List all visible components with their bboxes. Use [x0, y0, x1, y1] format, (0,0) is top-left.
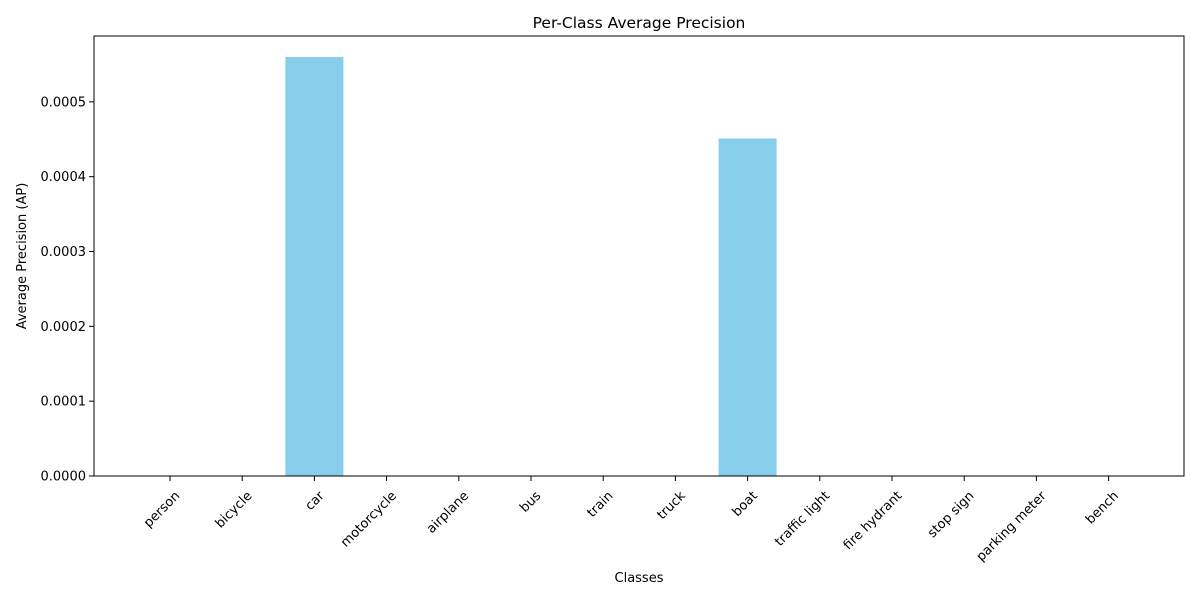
- y-tick-label: 0.0003: [41, 245, 87, 260]
- x-tick-label: car: [303, 488, 329, 514]
- x-axis-ticks: person bicycle car motorcycle airplane bus tra…: [141, 476, 1122, 565]
- x-tick-label: stop sign: [925, 489, 977, 541]
- y-axis-ticks: 0.0000 0.0001 0.0002 0.0003 0.0004 0.0005: [41, 95, 94, 485]
- x-tick-label: truck: [654, 488, 689, 523]
- x-tick-label: person: [141, 489, 183, 531]
- axes-layer: [93, 35, 1185, 477]
- bar-boat: [718, 138, 777, 476]
- plot-frame: [93, 35, 1185, 477]
- y-tick-label: 0.0002: [41, 320, 87, 335]
- x-axis-label: Classes: [615, 571, 664, 586]
- x-tick-label: airplane: [424, 489, 472, 537]
- x-tick-label: bench: [1083, 489, 1122, 528]
- y-tick-label: 0.0000: [41, 470, 87, 485]
- bars-layer: [285, 57, 777, 476]
- x-tick-label: traffic light: [772, 489, 833, 550]
- y-axis-label: Average Precision (AP): [15, 183, 30, 330]
- x-tick-label: motorcycle: [338, 489, 400, 551]
- x-tick-label: fire hydrant: [841, 489, 906, 554]
- y-tick-label: 0.0001: [41, 395, 87, 410]
- x-tick-label: bicycle: [213, 489, 256, 532]
- chart-title: Per-Class Average Precision: [533, 14, 746, 32]
- x-tick-label: parking meter: [974, 488, 1050, 564]
- y-tick-label: 0.0005: [41, 95, 87, 110]
- x-tick-label: bus: [517, 488, 544, 515]
- x-tick-label: boat: [730, 489, 761, 520]
- bar-car: [285, 57, 344, 476]
- y-tick-label: 0.0004: [41, 170, 87, 185]
- x-tick-label: train: [584, 489, 616, 521]
